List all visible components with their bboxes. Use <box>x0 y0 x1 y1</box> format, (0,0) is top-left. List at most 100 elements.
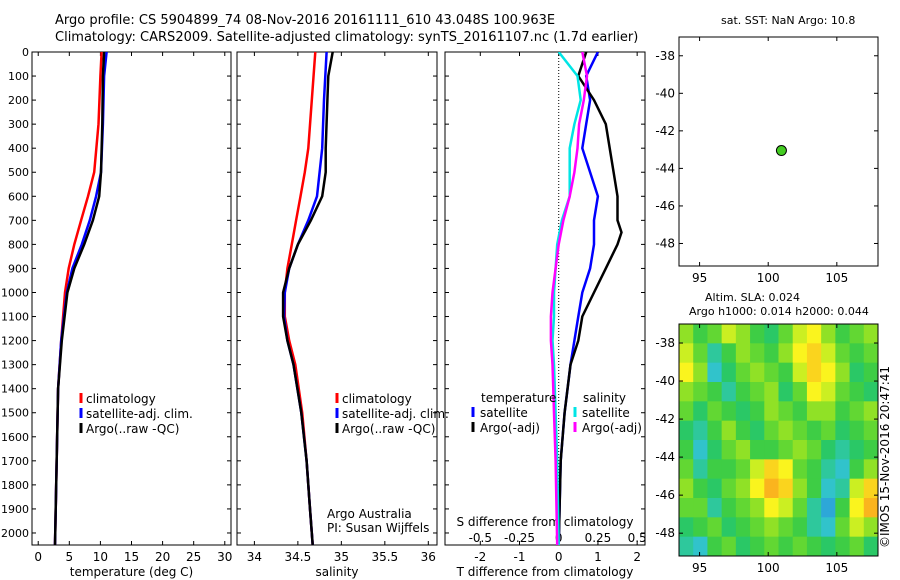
series-line-argo-raw-qc- <box>53 52 106 545</box>
x-axis-label: T difference from climatology <box>456 565 634 579</box>
heatmap-cell <box>707 536 723 557</box>
heatmap-cell <box>750 517 765 538</box>
map-x-tick-label: 105 <box>825 271 848 285</box>
x-tick-label: 35 <box>334 550 349 564</box>
heatmap-cell <box>778 343 794 364</box>
heatmap-cell <box>849 478 865 499</box>
heatmap-cell <box>806 362 822 383</box>
heatmap-cell <box>778 498 794 518</box>
heatmap-cell <box>863 536 879 557</box>
heatmap-cell <box>735 420 751 441</box>
heatmap-cell <box>764 478 779 499</box>
heatmap-cell <box>778 362 794 383</box>
heatmap-cell <box>835 362 851 383</box>
map-y-tick-label: -40 <box>655 86 675 100</box>
heatmap-cell <box>835 382 851 402</box>
heatmap-cell <box>707 382 723 402</box>
heatmap-cell <box>806 498 822 518</box>
heatmap-cell <box>849 362 865 383</box>
heatmap-cell <box>821 459 836 480</box>
heatmap-cell <box>849 536 865 557</box>
heatmap-cell <box>778 517 794 538</box>
heatmap-cell <box>693 362 708 383</box>
heatmap-cell <box>750 478 765 499</box>
attribution-text: PI: Susan Wijffels <box>327 521 429 535</box>
map-x-tick-label: 100 <box>757 271 780 285</box>
heatmap-cell <box>735 536 751 557</box>
y-tick-label: 1300 <box>1 359 29 372</box>
map-x-tick-label: 95 <box>692 561 707 575</box>
map-y-tick-label: -44 <box>655 450 675 464</box>
heatmap-cell <box>721 343 737 364</box>
heatmap-cell <box>792 440 808 460</box>
heatmap-cell <box>735 362 751 383</box>
heatmap-cell <box>750 459 765 480</box>
heatmap-cell <box>806 440 822 460</box>
x-axis-label: temperature (deg C) <box>70 565 193 579</box>
heatmap-cell <box>806 478 822 499</box>
heatmap-cell <box>693 401 708 422</box>
heatmap-cell <box>821 401 836 422</box>
heatmap-cell <box>721 324 737 344</box>
series-line-satellite-adj-clim- <box>282 52 328 545</box>
heatmap-cell <box>792 498 808 518</box>
heatmap-cell <box>835 420 851 441</box>
heatmap-cell <box>679 536 694 557</box>
x-axis-label: salinity <box>315 565 358 579</box>
heatmap-cell <box>679 517 694 538</box>
heatmap-cell <box>849 324 865 344</box>
map-y-tick-label: -42 <box>655 124 675 138</box>
y-tick-label: 1500 <box>1 407 29 420</box>
x-tick-label: 34.5 <box>285 550 312 564</box>
y-tick-label: 1800 <box>1 479 29 492</box>
heatmap-cell <box>721 420 737 441</box>
heatmap-cell <box>806 536 822 557</box>
y-tick-label: 2000 <box>1 527 29 540</box>
map-1-frame <box>678 36 879 267</box>
x-tick-label: 0 <box>34 550 42 564</box>
heatmap-cell <box>821 324 836 344</box>
heatmap-cell <box>679 401 694 422</box>
heatmap-cell <box>863 517 879 538</box>
heatmap-cell <box>835 498 851 518</box>
heatmap-cell <box>835 401 851 422</box>
heatmap-cell <box>821 343 836 364</box>
heatmap-cell <box>863 324 879 344</box>
y-tick-label: 0 <box>22 46 29 59</box>
heatmap-cell <box>849 517 865 538</box>
panel-2-frame <box>236 51 438 546</box>
legend-label: Argo(..raw -QC) <box>342 422 435 436</box>
heatmap-cell <box>750 324 765 344</box>
heatmap-cell <box>707 498 723 518</box>
heatmap-cell <box>693 420 708 441</box>
heatmap-cell <box>806 420 822 441</box>
heatmap-cell <box>679 382 694 402</box>
chart-title-line2: Climatology: CARS2009. Satellite-adjuste… <box>55 30 639 45</box>
y-tick-label: 1400 <box>1 383 29 396</box>
map-y-tick-label: -38 <box>655 336 675 350</box>
s-diff-tick-label: 0.5 <box>628 531 647 545</box>
heatmap-cell <box>792 343 808 364</box>
y-tick-label: 1700 <box>1 455 29 468</box>
heatmap-cell <box>778 401 794 422</box>
heatmap-cell <box>707 401 723 422</box>
series-line-satellite <box>551 52 582 545</box>
heatmap-cell <box>764 517 779 538</box>
sst-map-title: sat. SST: NaN Argo: 10.8 <box>721 14 856 27</box>
heatmap-cell <box>849 498 865 518</box>
x-tick-label: 2 <box>633 550 641 564</box>
legend-title: temperature <box>481 391 556 405</box>
series-line-climatology <box>283 52 317 545</box>
y-tick-label: 1200 <box>1 335 29 348</box>
heatmap-cell <box>679 459 694 480</box>
heatmap-cell <box>863 382 879 402</box>
legend-label: climatology <box>342 392 412 406</box>
heatmap-cell <box>735 498 751 518</box>
heatmap-cell <box>750 343 765 364</box>
heatmap-cell <box>778 478 794 499</box>
heatmap-cell <box>806 459 822 480</box>
chart-title-line1: Argo profile: CS 5904899_74 08-Nov-2016 … <box>55 13 556 28</box>
heatmap-cell <box>750 401 765 422</box>
heatmap-cell <box>735 440 751 460</box>
